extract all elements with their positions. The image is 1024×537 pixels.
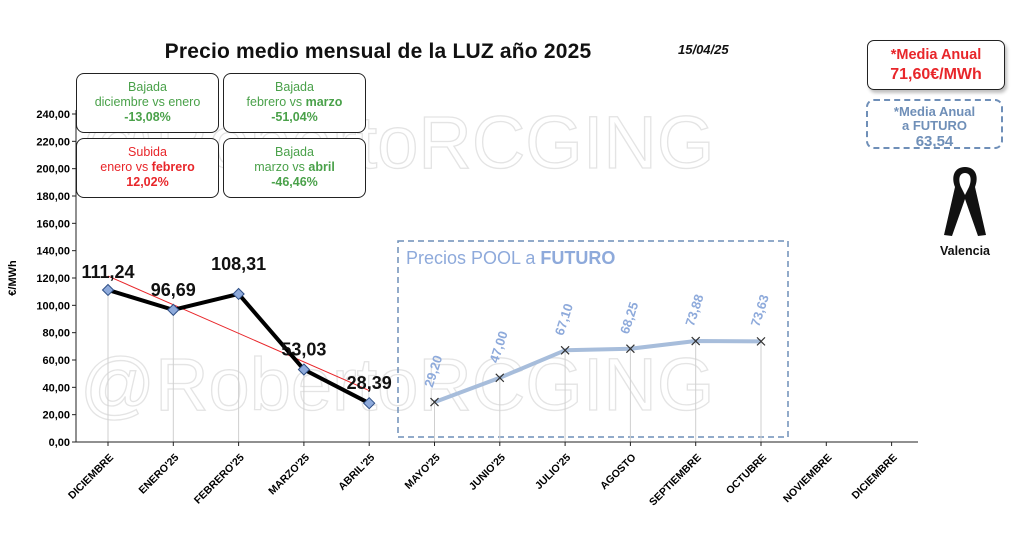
stat-box-ene-feb: Subida enero vs febrero 12,02% — [76, 138, 219, 198]
trend-line-segment — [107, 275, 370, 391]
media-futuro-label1: *Media Anual — [893, 104, 976, 119]
y-tick-label: 20,00 — [42, 410, 70, 422]
stat-line2: diciembre vs enero — [94, 95, 201, 109]
chart-title: Precio medio mensual de la LUZ año 2025 — [164, 40, 592, 63]
data-label-actual: 111,24 — [81, 262, 134, 282]
y-tick-label: 100,00 — [36, 300, 70, 312]
y-tick-label: 180,00 — [36, 191, 70, 203]
data-label-futuro: 68,25 — [617, 300, 641, 336]
y-tick-label: 240,00 — [36, 109, 70, 121]
stat-value: 12,02% — [126, 175, 169, 189]
series-futuro-marker — [756, 336, 766, 346]
stat-value: -46,46% — [271, 175, 318, 189]
x-tick-label: ABRIL'25 — [336, 452, 377, 493]
x-tick-label: MARZO'25 — [266, 452, 312, 498]
media-futuro-label2: a FUTURO — [902, 118, 967, 133]
media-anual-box: *Media Anual 71,60€/MWh — [867, 40, 1005, 90]
x-tick-label: JULIO'25 — [533, 452, 573, 492]
stat-line2: marzo vs abril — [254, 160, 335, 174]
stat-line2: enero vs febrero — [100, 160, 195, 174]
stat-value: -51,04% — [271, 110, 318, 124]
date-label: 15/04/25 — [678, 42, 729, 57]
media-futuro-value: 63,54 — [915, 133, 954, 150]
series-actual-marker — [101, 283, 115, 297]
data-label-futuro: 73,88 — [682, 292, 706, 328]
stat-value: -13,08% — [124, 110, 171, 124]
data-label-actual: 53,03 — [281, 340, 326, 360]
drop-lines — [107, 289, 762, 442]
series-futuro-line — [433, 339, 762, 404]
x-tick-label: MAYO'25 — [403, 452, 443, 492]
trend-line — [107, 275, 370, 391]
x-tick-label: OCTUBRE — [724, 452, 769, 497]
y-tick-label: 60,00 — [42, 355, 70, 367]
x-tick-label: AGOSTO — [598, 452, 639, 493]
series-group — [101, 283, 766, 410]
series-futuro-marker — [430, 397, 439, 407]
media-futuro-box: *Media Anual a FUTURO 63,54 — [866, 99, 1003, 150]
x-tick-label: SEPTIEMBRE — [647, 452, 704, 509]
media-anual-value: 71,60€/MWh — [890, 66, 982, 83]
x-tick-label: FEBRERO'25 — [192, 452, 247, 507]
y-tick-label: 140,00 — [36, 246, 70, 258]
stat-line1: Bajada — [275, 145, 314, 159]
y-tick-label: 80,00 — [42, 328, 70, 340]
ribbon-label: Valencia — [939, 244, 991, 258]
stat-line2: febrero vs marzo — [246, 95, 343, 109]
y-tick-label: 40,00 — [42, 382, 70, 394]
series-futuro-marker — [691, 336, 701, 346]
series-actual-marker — [167, 303, 180, 317]
series-actual-marker — [297, 363, 311, 376]
y-tick-label: 220,00 — [36, 136, 70, 148]
x-tick-label: DICIEMBRE — [66, 452, 116, 502]
watermark-text: @RobertoRCGING — [80, 343, 714, 426]
series-futuro-marker — [495, 373, 505, 383]
y-axis-ticks: 0,00 20,00 40,00 60,00 80,00 100,00 120,00 140,… — [36, 109, 76, 449]
x-axis-ticks: DICIEMBRE ENERO'25 FEBRERO'25 MARZO'25 ABRIL… — [66, 442, 900, 508]
x-tick-label: DICIEMBRE — [850, 452, 900, 502]
data-label-actual: 96,69 — [151, 280, 196, 300]
y-tick-label: 120,00 — [36, 273, 70, 285]
stat-box-feb-mar: Bajada febrero vs marzo -51,04% — [223, 73, 366, 133]
mourning-ribbon-icon — [944, 167, 986, 236]
stat-line1: Bajada — [128, 80, 167, 94]
x-tick-label: ENERO'25 — [137, 452, 182, 497]
y-axis-label: €/MWh — [7, 260, 19, 296]
data-label-actual: 28,39 — [347, 373, 392, 393]
series-actual-marker — [362, 396, 376, 410]
x-tick-label: NOVIEMBRE — [781, 452, 834, 505]
series-futuro-marker — [560, 345, 570, 355]
futuro-frame-border — [397, 240, 789, 438]
stat-box-mar-abr: Bajada marzo vs abril -46,46% — [223, 138, 366, 198]
futuro-panel-label: Precios POOL a FUTURO — [406, 248, 615, 268]
y-tick-label: 200,00 — [36, 164, 70, 176]
series-actual-marker — [232, 287, 245, 301]
data-label-futuro: 67,10 — [552, 302, 576, 338]
y-tick-label: 0,00 — [49, 437, 70, 449]
futuro-panel: Precios POOL a FUTURO — [397, 240, 789, 438]
stat-line1: Subida — [128, 145, 167, 159]
stat-line1: Bajada — [275, 80, 314, 94]
data-label-actual: 108,31 — [211, 254, 266, 274]
stat-box-dic-ene: Bajada diciembre vs enero -13,08% — [76, 73, 219, 133]
data-label-futuro: 73,63 — [748, 293, 772, 329]
y-tick-label: 160,00 — [36, 218, 70, 230]
x-tick-label: JUNIO'25 — [467, 452, 508, 493]
media-anual-label: *Media Anual — [890, 47, 982, 63]
series-futuro-marker — [625, 344, 635, 354]
